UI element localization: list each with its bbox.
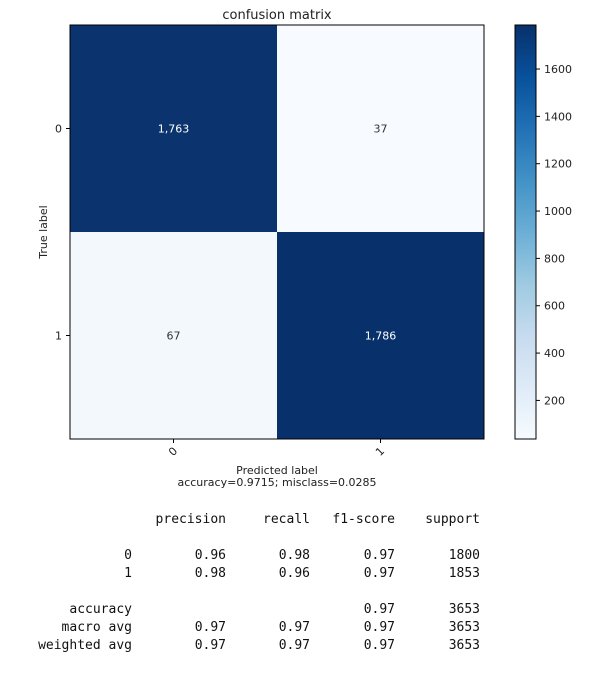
report-header-row: precision recall f1-score support	[0, 512, 599, 530]
colorbar	[514, 24, 537, 440]
chart-title: confusion matrix	[222, 8, 332, 23]
cell-label-1-1: 1,786	[365, 330, 397, 343]
report-row: 1 0.98 0.96 0.97 1853	[0, 566, 599, 584]
report-value: 0.97	[278, 638, 310, 653]
report-row: accuracy 0.97 3653	[0, 602, 599, 620]
report-row-label: 0	[124, 548, 132, 563]
x-tick-label-1: 1	[373, 445, 387, 459]
colorbar-tick-label-4: 1000	[544, 205, 572, 218]
colorbar-tick-label-5: 1200	[544, 158, 572, 171]
report-row-label: macro avg	[61, 620, 132, 635]
x-tick-label-0: 0	[166, 445, 180, 459]
report-row: weighted avg 0.97 0.97 0.97 3653	[0, 638, 599, 656]
report-row-label: accuracy	[69, 602, 132, 617]
y-axis-ticks: 01	[55, 123, 70, 343]
x-axis-note: accuracy=0.9715; misclass=0.0285	[177, 476, 376, 489]
report-value: 3653	[448, 602, 480, 617]
heatmap-cell-0-1	[277, 25, 484, 232]
colorbar-tick-label-2: 600	[544, 300, 565, 313]
report-value: 3653	[448, 620, 480, 635]
colorbar-tick-label-0: 200	[544, 394, 565, 407]
x-axis-label: Predicted label	[236, 464, 318, 477]
heatmap-cells: 1,763 37 67 1,786	[70, 25, 484, 439]
heatmap-cell-1-1	[277, 232, 484, 439]
report-row: 0 0.96 0.98 0.97 1800	[0, 548, 599, 566]
report-value: 0.97	[363, 638, 395, 653]
cell-label-0-1: 37	[374, 123, 388, 136]
plot-frame	[69, 24, 485, 440]
report-value: 3653	[448, 638, 480, 653]
colorbar-tick-label-1: 400	[544, 347, 565, 360]
y-tick-label-0: 0	[55, 123, 62, 136]
report-row: macro avg 0.97 0.97 0.97 3653	[0, 620, 599, 638]
report-value: 0.97	[278, 620, 310, 635]
report-value: 0.98	[194, 566, 226, 581]
cell-label-0-0: 1,763	[158, 123, 190, 136]
colorbar-ticks: 200 400 600 800 1000 1200 1400 1600	[536, 63, 572, 407]
report-value: 1853	[448, 566, 480, 581]
report-row-label: weighted avg	[38, 638, 132, 653]
colorbar-tick-label-3: 800	[544, 252, 565, 265]
colorbar-tick-label-6: 1400	[544, 110, 572, 123]
report-value: 0.96	[194, 548, 226, 563]
heatmap-cell-1-0	[70, 232, 277, 439]
report-value: 0.96	[278, 566, 310, 581]
report-header-1: recall	[263, 512, 310, 527]
report-header-2: f1-score	[332, 512, 395, 527]
report-value: 0.97	[194, 638, 226, 653]
report-value: 1800	[448, 548, 480, 563]
y-axis-label: True label	[37, 205, 50, 259]
report-value: 0.97	[363, 620, 395, 635]
y-tick-label-1: 1	[55, 330, 62, 343]
colorbar-tick-label-7: 1600	[544, 63, 572, 76]
report-value: 0.97	[363, 548, 395, 563]
heatmap-cell-0-0	[70, 25, 277, 232]
cell-label-1-0: 67	[167, 330, 181, 343]
report-value: 0.97	[363, 566, 395, 581]
report-row-label: 1	[124, 566, 132, 581]
report-value: 0.97	[363, 602, 395, 617]
report-header-3: support	[425, 512, 480, 527]
report-value: 0.97	[194, 620, 226, 635]
report-value: 0.98	[278, 548, 310, 563]
report-header-0: precision	[155, 512, 226, 527]
